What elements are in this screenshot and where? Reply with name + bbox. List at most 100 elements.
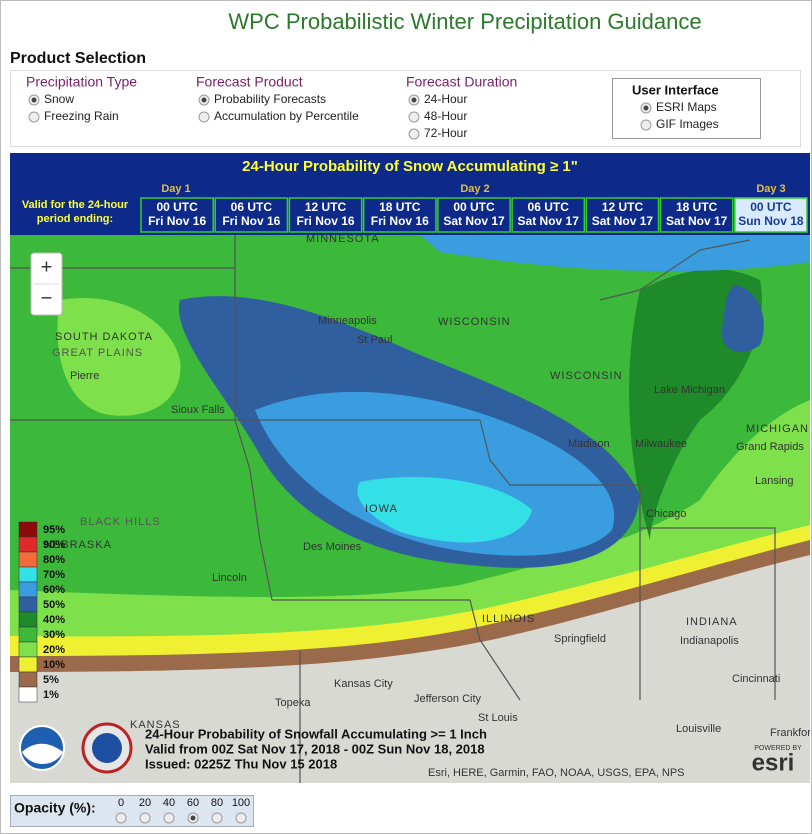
time-button-label[interactable]: Sat Nov 17 <box>518 214 580 228</box>
time-button[interactable] <box>437 197 511 233</box>
map-label: ILLINOIS <box>482 613 535 625</box>
time-button-label[interactable]: 00 UTC <box>750 200 792 214</box>
time-button[interactable] <box>362 197 437 233</box>
option-label[interactable]: Accumulation by Percentile <box>214 109 359 123</box>
map-label: Des Moines <box>303 541 362 553</box>
legend-label: 1% <box>43 689 59 701</box>
map-label: Sioux Falls <box>171 404 225 416</box>
legend-label: 20% <box>43 644 65 656</box>
time-button-label[interactable]: Fri Nov 16 <box>222 214 280 228</box>
time-button[interactable] <box>214 197 289 233</box>
legend-label: 10% <box>43 659 65 671</box>
radio[interactable] <box>198 111 210 123</box>
map-label: Topeka <box>275 697 311 709</box>
opacity-value: 100 <box>232 797 250 809</box>
zoom-out[interactable]: − <box>41 287 53 309</box>
time-button[interactable] <box>585 197 660 233</box>
attribution: Esri, HERE, Garmin, FAO, NOAA, USGS, EPA… <box>428 767 685 779</box>
radio[interactable] <box>408 128 420 140</box>
time-button-label[interactable]: Fri Nov 16 <box>148 214 206 228</box>
map-label: GREAT PLAINS <box>52 347 143 359</box>
radio[interactable] <box>408 111 420 123</box>
map-label: Frankfort <box>770 727 812 739</box>
time-button[interactable] <box>140 197 214 233</box>
band-top <box>420 235 810 272</box>
map-caption: 24-Hour Probability of Snowfall Accumula… <box>145 726 487 741</box>
legend-swatch <box>18 686 38 703</box>
option-label[interactable]: GIF Images <box>656 117 719 131</box>
option-label[interactable]: 48-Hour <box>424 109 467 123</box>
map-label: WISCONSIN <box>550 370 623 382</box>
map-label: INDIANA <box>686 616 738 628</box>
radio[interactable] <box>211 812 223 824</box>
option-label[interactable]: ESRI Maps <box>656 100 717 114</box>
time-button[interactable] <box>659 197 734 233</box>
powered-by: POWERED BY <box>754 745 802 752</box>
radio[interactable] <box>28 111 40 123</box>
opacity-value: 60 <box>187 797 199 809</box>
legend-label: 90% <box>43 539 65 551</box>
map-label: SOUTH DAKOTA <box>55 331 153 343</box>
time-button-label[interactable]: 12 UTC <box>305 200 347 214</box>
map-label: Lansing <box>755 475 794 487</box>
time-button-label[interactable]: 06 UTC <box>528 200 570 214</box>
radio[interactable] <box>139 812 151 824</box>
legend-swatch <box>18 536 38 553</box>
map-label: Lincoln <box>212 572 247 584</box>
radio-dot <box>31 97 37 103</box>
time-button-label[interactable]: Sat Nov 17 <box>666 214 728 228</box>
valid-label: Valid for the 24-hour <box>22 199 129 211</box>
radio[interactable] <box>163 812 175 824</box>
time-button-label[interactable]: 18 UTC <box>379 200 421 214</box>
zoom-in[interactable]: + <box>41 256 53 278</box>
group-title: Forecast Product <box>196 74 303 90</box>
day-label: Day 2 <box>460 183 489 195</box>
option-label[interactable]: 72-Hour <box>424 126 467 140</box>
map-label: MICHIGAN <box>746 423 809 435</box>
option-label[interactable]: Probability Forecasts <box>214 92 326 106</box>
option-label[interactable]: Snow <box>44 92 74 106</box>
option-label[interactable]: Freezing Rain <box>44 109 119 123</box>
time-button-label[interactable]: 18 UTC <box>676 200 718 214</box>
esri-logo[interactable]: esri <box>752 749 795 776</box>
legend-swatch <box>18 551 38 568</box>
time-button-label[interactable]: 06 UTC <box>231 200 273 214</box>
map-label: IOWA <box>365 503 398 515</box>
map-label: WISCONSIN <box>438 316 511 328</box>
radio[interactable] <box>640 119 652 131</box>
map-label: BLACK HILLS <box>80 516 161 528</box>
time-button-label[interactable]: Fri Nov 16 <box>371 214 429 228</box>
radio[interactable] <box>235 812 247 824</box>
band-70 <box>357 477 532 543</box>
page-title: WPC Probabilistic Winter Precipitation G… <box>228 9 701 34</box>
map-label: Indianapolis <box>680 635 739 647</box>
time-button-label[interactable]: 00 UTC <box>453 200 495 214</box>
radio-dot <box>643 105 649 111</box>
map-label: Jefferson City <box>414 693 482 705</box>
time-button-label[interactable]: 12 UTC <box>602 200 644 214</box>
time-button-label[interactable]: 00 UTC <box>156 200 198 214</box>
radio-dot <box>201 97 207 103</box>
legend-label: 50% <box>43 599 65 611</box>
time-button[interactable] <box>734 197 808 233</box>
opacity-value: 20 <box>139 797 151 809</box>
radio-dot <box>411 97 417 103</box>
radio[interactable] <box>115 812 127 824</box>
option-label[interactable]: 24-Hour <box>424 92 467 106</box>
time-button-label[interactable]: Fri Nov 16 <box>297 214 355 228</box>
time-button[interactable] <box>511 197 586 233</box>
valid-label: period ending: <box>37 213 113 225</box>
time-button[interactable] <box>288 197 363 233</box>
opacity-value: 0 <box>118 797 124 809</box>
time-button-label[interactable]: Sat Nov 17 <box>592 214 654 228</box>
legend-swatch <box>18 626 38 643</box>
radio-dot <box>190 815 196 821</box>
band-lake <box>721 285 764 353</box>
time-button-label[interactable]: Sun Nov 18 <box>738 214 804 228</box>
map-label: Grand Rapids <box>736 441 804 453</box>
map-caption: Valid from 00Z Sat Nov 17, 2018 - 00Z Su… <box>145 741 485 756</box>
ui-title: User Interface <box>632 82 719 97</box>
time-button-label[interactable]: Sat Nov 17 <box>443 214 505 228</box>
